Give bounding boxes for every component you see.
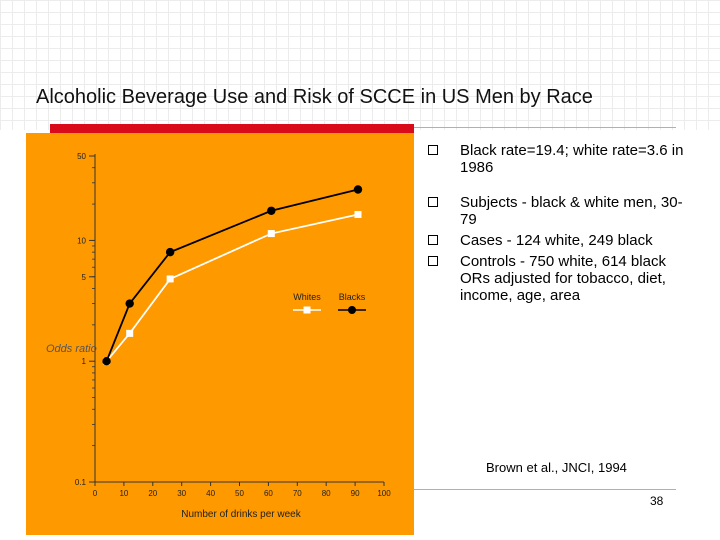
bullet-item: Cases - 124 white, 249 black <box>426 232 696 249</box>
x-tick-label: 100 <box>377 489 391 498</box>
series-line-blacks <box>105 188 359 362</box>
x-tick-label: 0 <box>93 489 98 498</box>
data-point-blacks <box>267 206 276 215</box>
x-tick-label: 30 <box>177 489 186 498</box>
series-lines <box>105 188 359 362</box>
data-point-whites <box>354 210 362 218</box>
series-markers <box>102 185 363 366</box>
y-tick-label: 0.1 <box>75 478 87 487</box>
odds-ratio-chart: 50 10 5 1 0.1 0 10 20 30 40 50 60 70 80 90 100 Whites Bl… <box>46 152 391 520</box>
chart-legend: Whites Blacks <box>293 292 366 314</box>
bullet-text: Controls - 750 white, 614 black ORs adju… <box>460 253 666 304</box>
x-tick-label: 50 <box>235 489 244 498</box>
bullet-box-icon <box>428 235 438 245</box>
legend-marker-blacks <box>348 306 356 314</box>
x-tick-label: 70 <box>293 489 302 498</box>
data-point-whites <box>166 275 174 283</box>
x-tick-label: 40 <box>206 489 215 498</box>
bullet-text: Cases - 124 white, 249 black <box>460 232 653 249</box>
y-tick-label: 10 <box>77 236 86 245</box>
accent-bar <box>50 124 414 133</box>
bullet-list: Black rate=19.4; white rate=3.6 in 1986 … <box>426 142 696 304</box>
data-point-whites <box>126 329 134 337</box>
legend-label-blacks: Blacks <box>339 292 366 302</box>
y-tick-label: 5 <box>82 273 87 282</box>
bullet-item: Black rate=19.4; white rate=3.6 in 1986 <box>426 142 696 176</box>
slide-title: Alcoholic Beverage Use and Risk of SCCE … <box>36 86 593 108</box>
data-point-blacks <box>353 185 363 194</box>
bullet-text: Subjects - black & white men, 30-79 <box>460 194 683 228</box>
x-tick-label: 90 <box>351 489 360 498</box>
chart-panel: 50 10 5 1 0.1 0 10 20 30 40 50 60 70 80 90 100 Whites Bl… <box>26 133 414 535</box>
legend-marker-whites <box>303 306 311 314</box>
x-tick-label: 60 <box>264 489 273 498</box>
x-axis-label: Number of drinks per week <box>181 509 301 520</box>
y-axis-label: Odds ratio <box>46 343 97 355</box>
bullet-box-icon <box>428 145 438 155</box>
chart-axes: 50 10 5 1 0.1 0 10 20 30 40 50 60 70 80 90 100 <box>75 152 391 498</box>
bullet-text: Black rate=19.4; white rate=3.6 in 1986 <box>460 142 684 176</box>
legend-label-whites: Whites <box>293 292 321 302</box>
citation: Brown et al., JNCI, 1994 <box>486 460 627 475</box>
bullet-item: Subjects - black & white men, 30-79 <box>426 194 696 228</box>
y-tick-label: 50 <box>77 152 86 161</box>
x-tick-label: 80 <box>322 489 331 498</box>
x-tick-label: 20 <box>148 489 157 498</box>
bullet-box-icon <box>428 197 438 207</box>
data-point-whites <box>267 230 275 238</box>
page-number: 38 <box>650 494 664 508</box>
data-point-blacks <box>165 247 175 257</box>
bullet-item: Controls - 750 white, 614 black ORs adju… <box>426 253 696 304</box>
data-point-blacks <box>125 299 134 308</box>
header-divider <box>414 127 676 128</box>
x-tick-label: 10 <box>119 489 128 498</box>
y-tick-label: 1 <box>82 357 87 366</box>
bullet-box-icon <box>428 256 438 266</box>
footer-divider <box>414 489 676 490</box>
data-point-blacks <box>102 357 111 366</box>
background-grid <box>0 0 720 130</box>
series-line-whites <box>105 213 359 362</box>
